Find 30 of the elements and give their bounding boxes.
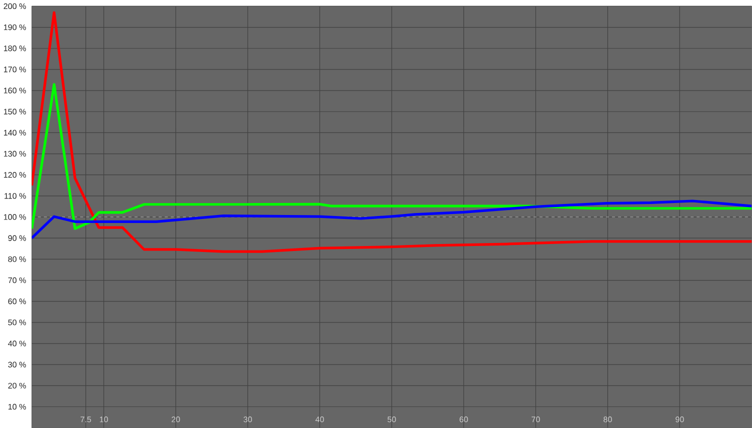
y-tick-label: 160 % (4, 88, 26, 94)
y-tick-label: 80 % (8, 256, 26, 262)
y-tick-label: 130 % (4, 150, 26, 157)
y-tick-label: 150 % (4, 108, 26, 114)
y-tick-label: 30 % (8, 362, 26, 368)
y-tick-label: 60 % (8, 298, 26, 304)
y-tick-label: 70 % (8, 277, 26, 284)
y-tick-label: 110 % (4, 193, 26, 199)
x-tick-label: 80 (604, 416, 612, 422)
y-tick-label: 100 % (4, 214, 26, 220)
x-tick-label: 20 (172, 416, 180, 422)
y-tick-label: 90 % (8, 235, 26, 241)
y-tick-label: 10 % (8, 404, 26, 410)
y-tick-label: 50 % (8, 320, 26, 326)
x-tick-label: 40 (315, 416, 324, 422)
y-tick-label: 200 % (4, 3, 26, 9)
y-tick-label: 140 % (4, 130, 26, 136)
x-tick-label: 30 (244, 416, 252, 422)
y-tick-label: 170 % (4, 66, 26, 72)
y-tick-label: 20 % (8, 382, 26, 388)
y-tick-label: 40 % (8, 340, 26, 346)
y-tick-label: 120 % (4, 172, 26, 178)
y-tick-label: 190 % (4, 24, 26, 30)
x-tick-label: 50 (388, 416, 396, 422)
x-tick-label: 60 (460, 416, 468, 422)
x-tick-label: 70 (532, 416, 540, 422)
x-tick-label: 90 (676, 416, 684, 422)
y-tick-label: 180 % (4, 45, 26, 52)
x-tick-label: 7.5 (80, 416, 92, 422)
x-tick-label: 10 (100, 416, 108, 422)
